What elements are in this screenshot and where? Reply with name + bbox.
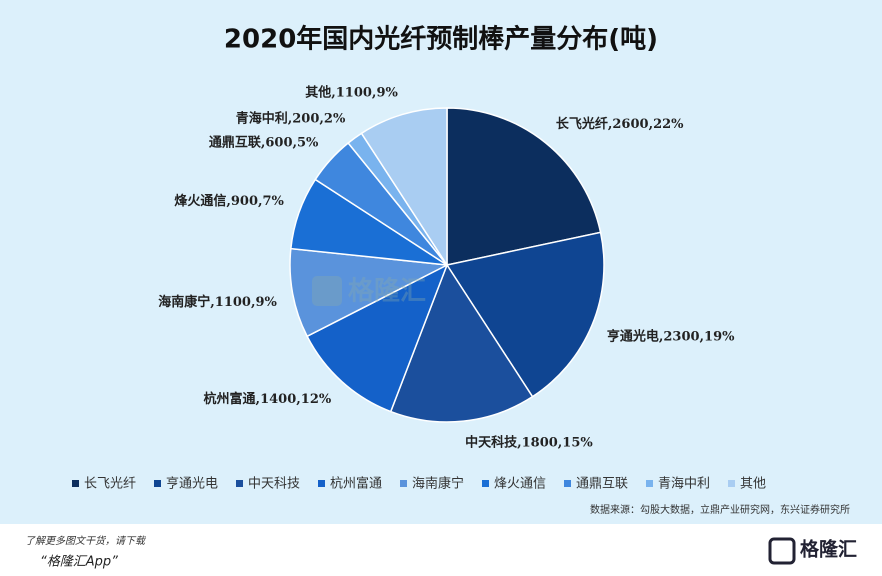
watermark-text: 格隆汇	[348, 276, 426, 307]
legend-swatch	[154, 480, 161, 487]
legend-swatch	[482, 480, 489, 487]
legend-label: 长飞光纤	[84, 477, 136, 492]
app-name: “格隆汇App”	[40, 555, 118, 570]
legend-label: 海南康宁	[412, 476, 464, 492]
legend-label: 烽火通信	[494, 477, 546, 492]
legend-label: 亨通光电	[166, 476, 218, 492]
logo: 格隆汇	[800, 538, 857, 561]
data-label: 长飞光纤,2600,22%	[556, 116, 684, 132]
footer-background	[0, 524, 882, 576]
legend-label: 杭州富通	[330, 476, 382, 492]
data-label: 亨通光电,2300,19%	[607, 329, 735, 345]
legend-label: 中天科技	[248, 477, 300, 492]
data-label: 中天科技,1800,15%	[465, 435, 593, 451]
data-label: 其他,1100,9%	[305, 85, 398, 101]
legend-swatch	[728, 480, 735, 487]
legend-swatch	[72, 480, 79, 487]
source: 数据来源：勾股大数据，立鼎产业研究网，东兴证券研究所	[590, 503, 850, 516]
pie-slice	[446, 107, 602, 266]
legend-swatch	[318, 480, 325, 487]
pie	[289, 107, 605, 423]
legend-label: 通鼎互联	[576, 477, 628, 492]
data-label: 海南康宁,1100,9%	[158, 294, 277, 310]
watermark-icon	[312, 276, 342, 306]
pie-slice	[445, 231, 605, 398]
logo-icon	[768, 537, 796, 565]
data-label: 青海中利,200,2%	[236, 111, 346, 127]
data-label: 烽火通信,900,7%	[174, 193, 284, 209]
watermark: 格隆汇	[312, 276, 426, 307]
data-label: 通鼎互联,600,5%	[209, 135, 319, 151]
legend-swatch	[646, 480, 653, 487]
data-label: 杭州富通,1400,12%	[204, 391, 332, 407]
legend-label: 其他	[740, 477, 766, 492]
legend-swatch	[236, 480, 243, 487]
legend-swatch	[400, 480, 407, 487]
pie-slice	[289, 247, 450, 338]
legend-label: 青海中利	[658, 477, 710, 492]
promo: 了解更多图文干货，请下载	[25, 535, 147, 547]
pie-slice	[306, 263, 449, 413]
chart-title: 2020年国内光纤预制棒产量分布(吨)	[224, 24, 658, 55]
pie-slice	[360, 107, 448, 268]
legend-swatch	[564, 480, 571, 487]
pie-slice	[389, 263, 534, 423]
